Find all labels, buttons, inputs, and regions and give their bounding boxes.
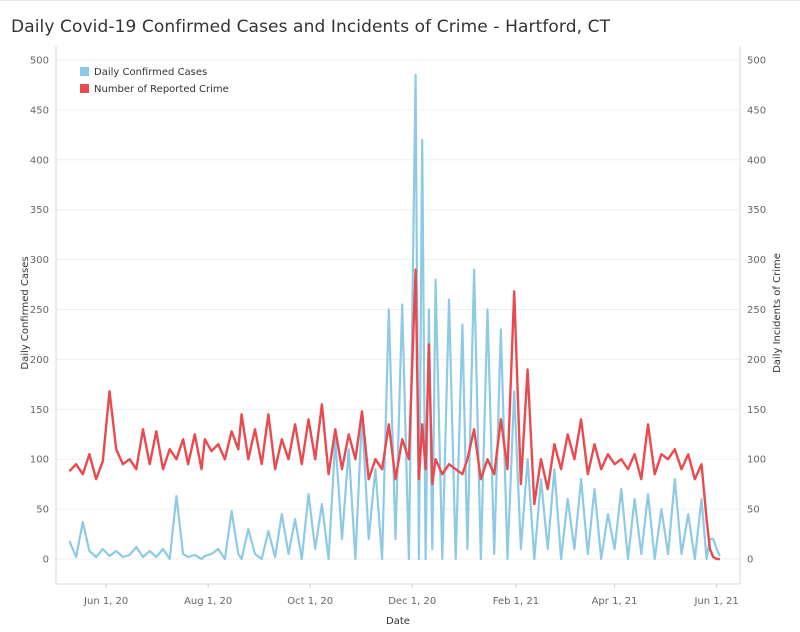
legend-label-cases: Daily Confirmed Cases (94, 67, 207, 78)
y-tick-left-450: 450 (30, 105, 49, 116)
top-divider (0, 0, 800, 1)
legend-swatch-cases (80, 67, 89, 76)
y-axis-title-right: Daily Incidents of Crime (772, 253, 783, 373)
axes (55, 46, 741, 585)
y-axis-title-left: Daily Confirmed Cases (20, 256, 31, 369)
legend: Daily Confirmed Cases Number of Reported… (80, 67, 229, 95)
y-tick-right-400: 400 (747, 155, 766, 166)
legend-label-crime: Number of Reported Crime (94, 84, 229, 95)
x-axis-title: Date (386, 616, 410, 627)
y-tick-right-500: 500 (747, 56, 766, 67)
y-tick-right-0: 0 (747, 555, 753, 566)
y-tick-right-350: 350 (747, 205, 766, 216)
x-tick-label: Jun 1, 21 (693, 596, 738, 607)
x-ticks: Jun 1, 20 Aug 1, 20 Oct 1, 20 Dec 1, 20 Feb … (83, 584, 739, 607)
legend-swatch-crime (80, 84, 89, 93)
y-tick-right-250: 250 (747, 305, 766, 316)
y-tick-left-400: 400 (30, 155, 49, 166)
chart-title: Daily Covid-19 Confirmed Cases and Incid… (11, 17, 611, 37)
y-tick-right-100: 100 (747, 455, 766, 466)
y-tick-left-350: 350 (30, 205, 49, 216)
y-tick-right-200: 200 (747, 355, 766, 366)
y-tick-left-500: 500 (30, 56, 49, 67)
y-tick-left-300: 300 (30, 255, 49, 266)
y-tick-left-50: 50 (36, 505, 49, 516)
y-tick-right-50: 50 (747, 505, 760, 516)
x-tick-label: Feb 1, 21 (493, 596, 539, 607)
x-tick-label: Aug 1, 20 (184, 596, 232, 607)
y-tick-right-150: 150 (747, 405, 766, 416)
y-tick-right-450: 450 (747, 105, 766, 116)
y-tick-left-100: 100 (30, 455, 49, 466)
y-ticks-right: 0 50 100 150 200 250 300 350 400 450 500 (747, 56, 766, 566)
y-ticks-left: 0 50 100 150 200 250 300 350 400 450 500 (30, 56, 49, 566)
x-tick-label: Jun 1, 20 (83, 596, 128, 607)
series-line-reported-crime (68, 268, 720, 561)
y-tick-left-0: 0 (43, 555, 49, 566)
x-tick-label: Oct 1, 20 (287, 596, 333, 607)
y-tick-left-150: 150 (30, 405, 49, 416)
x-tick-label: Dec 1, 20 (388, 596, 436, 607)
y-tick-right-300: 300 (747, 255, 766, 266)
x-tick-label: Apr 1, 21 (592, 596, 638, 607)
series-line-confirmed-cases (68, 73, 721, 561)
y-tick-left-200: 200 (30, 355, 49, 366)
y-tick-left-250: 250 (30, 305, 49, 316)
series-lines (68, 73, 721, 561)
